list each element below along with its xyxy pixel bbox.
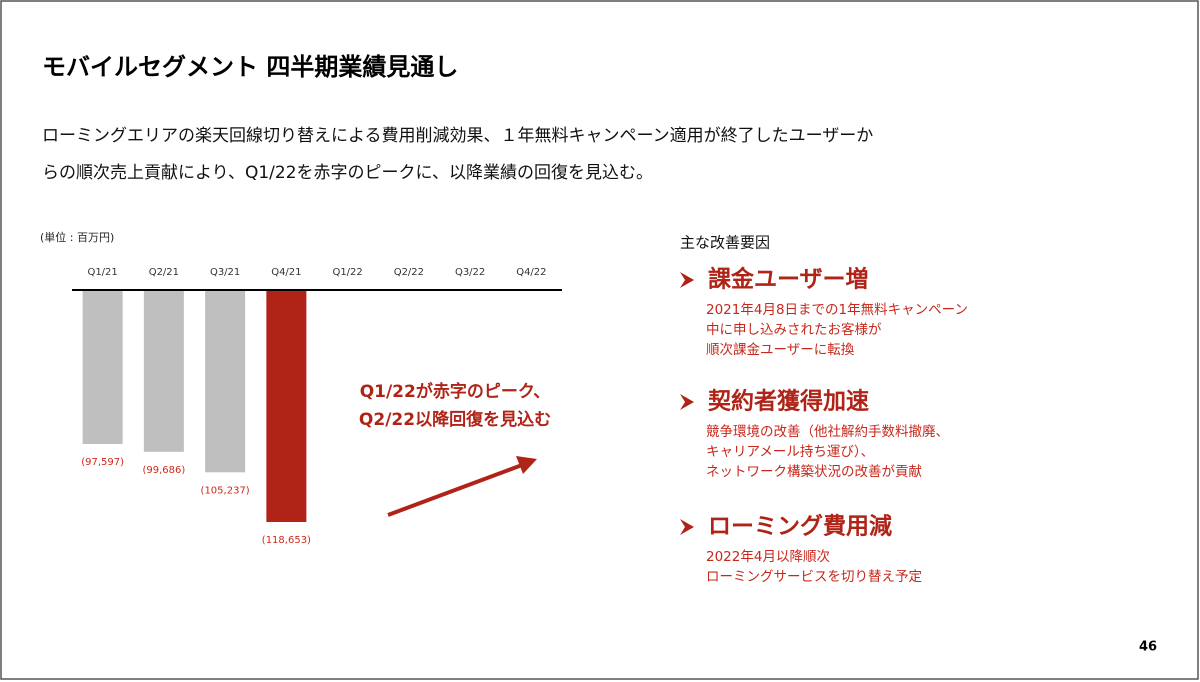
value-label: (97,597) <box>81 457 124 468</box>
value-label: (118,653) <box>262 535 311 546</box>
description-line: らの順次売上貢献により、Q1/22を赤字のピークに、以降業績の回復を見込む。 <box>42 163 653 183</box>
bar <box>205 291 246 473</box>
value-label: (105,237) <box>201 485 250 496</box>
factor-line: ネットワーク構築状況の改善が貢献 <box>706 464 922 480</box>
factor-line: キャリアメール持ち運び）、 <box>706 444 874 460</box>
factor-title: ローミング費用減 <box>708 513 892 540</box>
factor-line: ローミングサービスを切り替え予定 <box>706 569 922 585</box>
recovery-arrowhead <box>516 456 537 474</box>
x-tick-label: Q1/21 <box>87 267 117 278</box>
page-number: 46 <box>1139 640 1157 655</box>
slide-title: モバイルセグメント 四半期業績見通し <box>42 53 458 81</box>
bullet-arrow <box>680 272 694 288</box>
annotation: Q2/22以降回復を見込む <box>359 409 551 430</box>
factor-line: 競争環境の改善（他社解約手数料撤廃、 <box>706 423 949 440</box>
x-tick-label: Q2/21 <box>149 267 179 278</box>
x-tick-label: Q2/22 <box>394 267 424 278</box>
x-tick-label: Q3/22 <box>455 267 485 278</box>
factor-line: 中に申し込みされたお客様が <box>706 321 882 338</box>
factor-line: 2021年4月8日までの1年無料キャンペーン <box>706 302 968 318</box>
x-tick-label: Q1/22 <box>332 267 362 278</box>
x-tick-label: Q3/21 <box>210 267 240 278</box>
value-label: (99,686) <box>142 465 185 476</box>
factor-title: 契約者獲得加速 <box>707 388 869 415</box>
bullet-arrow <box>680 519 694 535</box>
bar <box>266 291 307 522</box>
bar <box>82 291 123 445</box>
recovery-arrow <box>387 463 523 517</box>
factor-title: 課金ユーザー増 <box>708 266 869 293</box>
bar <box>143 291 184 452</box>
bullet-arrow <box>680 394 694 410</box>
description-line: ローミングエリアの楽天回線切り替えによる費用削減効果、１年無料キャンペーン適用が… <box>42 126 873 146</box>
annotation: Q1/22が赤字のピーク、 <box>360 381 551 402</box>
x-tick-label: Q4/22 <box>516 267 546 278</box>
factor-line: 順次課金ユーザーに転換 <box>706 342 855 358</box>
factors-heading: 主な改善要因 <box>680 234 770 252</box>
unit-label: (単位 : 百万円) <box>40 230 114 244</box>
factor-line: 2022年4月以降順次 <box>706 549 830 565</box>
x-tick-label: Q4/21 <box>271 267 301 278</box>
